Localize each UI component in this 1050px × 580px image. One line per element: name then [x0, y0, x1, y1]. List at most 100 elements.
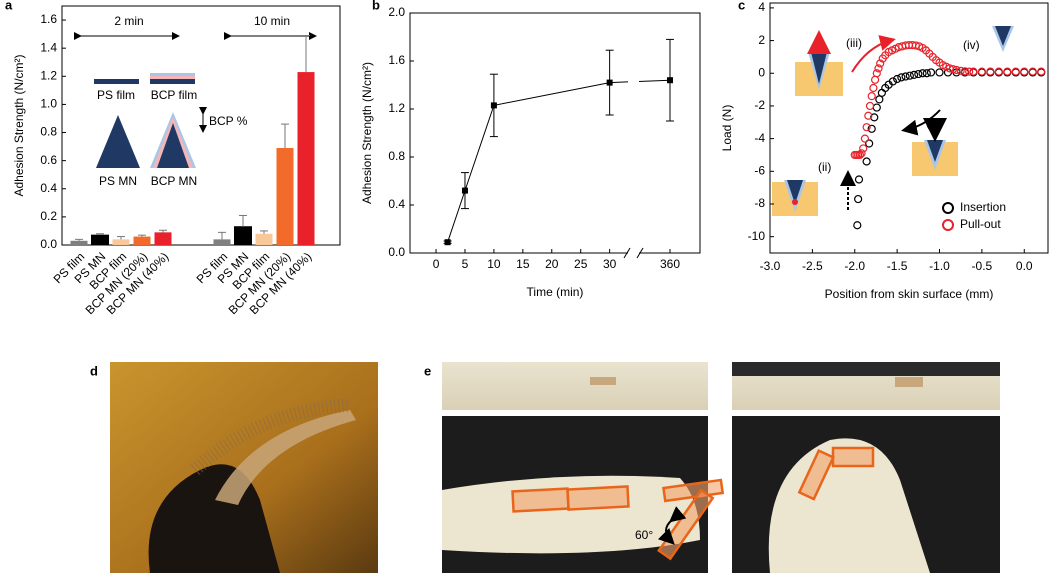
point	[935, 68, 944, 77]
y-axis-label: Adhesion Strength (N/cm²)	[360, 62, 374, 204]
group-label: 2 min	[114, 14, 143, 28]
inset-label: PS film	[97, 88, 135, 102]
x-axis-label: Position from skin surface (mm)	[825, 287, 994, 301]
y-tick-label: 1.6	[388, 53, 405, 67]
y-tick-label: -2	[754, 98, 765, 112]
inset-label: BCP MN	[151, 174, 197, 188]
y-tick-label: -4	[754, 131, 765, 145]
plot-frame	[409, 12, 701, 254]
annotation: (i)	[926, 116, 937, 130]
bar	[91, 234, 109, 246]
point	[1028, 67, 1037, 76]
point	[862, 123, 871, 132]
point	[1020, 67, 1029, 76]
x-axis-label: Time (min)	[527, 285, 584, 299]
bar	[154, 232, 172, 245]
y-tick-label: 0.6	[40, 153, 57, 167]
point	[956, 66, 965, 75]
panel-label: b	[372, 0, 380, 12]
y-tick-label: 0.4	[388, 197, 405, 211]
inset-label: PS MN	[99, 174, 137, 188]
panel-label: d	[90, 363, 98, 378]
point	[977, 67, 986, 76]
break-mark	[636, 247, 644, 259]
point	[876, 59, 885, 68]
x-tick-label: 10	[487, 257, 501, 271]
point	[854, 175, 864, 184]
bar	[234, 226, 252, 246]
y-tick-label: 4	[758, 0, 765, 14]
marker	[490, 102, 497, 109]
x-tick-label: 0.0	[1016, 259, 1033, 273]
point	[872, 69, 881, 78]
point	[948, 65, 958, 74]
bar	[70, 240, 88, 245]
panel-label: a	[5, 0, 13, 12]
legend-label: Insertion	[960, 200, 1006, 214]
bar	[133, 236, 151, 245]
point	[960, 67, 970, 76]
y-tick-label: -6	[754, 163, 765, 177]
bar	[297, 72, 315, 245]
panel-label: e	[424, 363, 431, 378]
point	[914, 69, 923, 79]
annotation: (iv)	[963, 38, 980, 52]
y-tick-label: 0.8	[388, 149, 405, 163]
y-tick-label: 0.8	[40, 125, 57, 139]
x-tick-label: 20	[545, 257, 559, 271]
point	[965, 67, 974, 76]
x-tick-label: -3.0	[760, 259, 781, 273]
break-mark	[623, 247, 631, 259]
bar	[112, 239, 130, 245]
inset-label: BCP %	[209, 114, 248, 128]
x-tick-label: -2.5	[802, 259, 823, 273]
point	[918, 69, 927, 78]
x-tick-label: 5	[462, 257, 469, 271]
plot-frame	[61, 5, 341, 246]
point	[897, 73, 906, 82]
point	[870, 113, 879, 122]
point	[860, 134, 870, 143]
bar	[255, 233, 273, 245]
marker	[444, 239, 451, 246]
point	[862, 157, 871, 166]
marker	[461, 187, 468, 194]
angle-label: 60°	[635, 528, 653, 542]
point	[926, 68, 936, 77]
point	[1037, 67, 1046, 76]
point	[859, 144, 868, 153]
photo-d	[110, 362, 378, 573]
y-tick-label: 1.6	[40, 12, 57, 26]
y-tick-label: -8	[754, 196, 765, 210]
point	[888, 77, 897, 86]
x-tick-label: -0.5	[972, 259, 993, 273]
x-tick-label: 30	[603, 257, 617, 271]
point	[867, 124, 876, 133]
legend-marker	[942, 202, 954, 214]
point	[864, 111, 873, 120]
point	[870, 75, 880, 84]
legend-label: Pull-out	[960, 217, 1001, 231]
bar	[276, 147, 294, 245]
point	[865, 139, 874, 148]
point	[1003, 67, 1012, 76]
x-tick-label: -2.0	[844, 259, 865, 273]
point	[901, 72, 910, 81]
bar	[213, 239, 231, 245]
photo-e	[442, 362, 1000, 573]
annotation: (ii)	[818, 160, 831, 174]
marker	[667, 77, 673, 84]
y-tick-label: 0.4	[40, 181, 57, 195]
point	[854, 194, 863, 204]
point	[994, 67, 1003, 76]
point	[893, 74, 902, 84]
inset-illustration	[74, 32, 317, 168]
point	[853, 221, 862, 230]
x-tick-label: -1.5	[887, 259, 908, 273]
point	[865, 101, 875, 111]
y-tick-label: 1.2	[40, 68, 57, 82]
point	[905, 71, 914, 80]
point	[969, 67, 978, 76]
group-label: 10 min	[254, 14, 290, 28]
mechanism-illustration	[772, 26, 1014, 216]
